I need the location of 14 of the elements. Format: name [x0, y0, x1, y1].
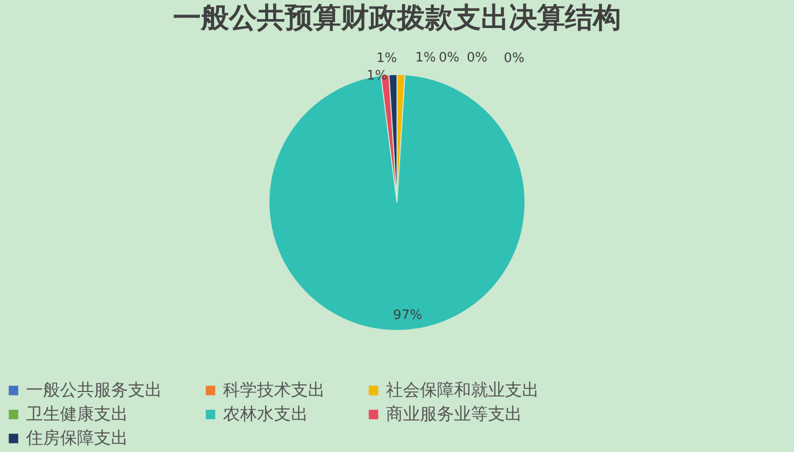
legend-label: 商业服务业等支出 [386, 404, 522, 424]
chart-title: 一般公共预算财政拨款支出决算结构 [173, 1, 621, 34]
text: 0% [438, 50, 460, 66]
legend-label: 一般公共服务支出 [26, 380, 162, 401]
text: 0% [504, 50, 524, 66]
data-label: 97% [393, 308, 422, 323]
legend-label: 住房保障支出 [25, 428, 128, 448]
legend-label: 社会保障和就业支出 [386, 380, 539, 401]
legend-label: 农林水支出 [223, 404, 308, 424]
legend-label: 科学技术支出 [223, 380, 325, 401]
text: 0% [466, 50, 488, 66]
data-label: 1% [415, 50, 436, 66]
data-label: 1% [376, 51, 397, 66]
legend-label: 卫生健康支出 [26, 404, 128, 424]
